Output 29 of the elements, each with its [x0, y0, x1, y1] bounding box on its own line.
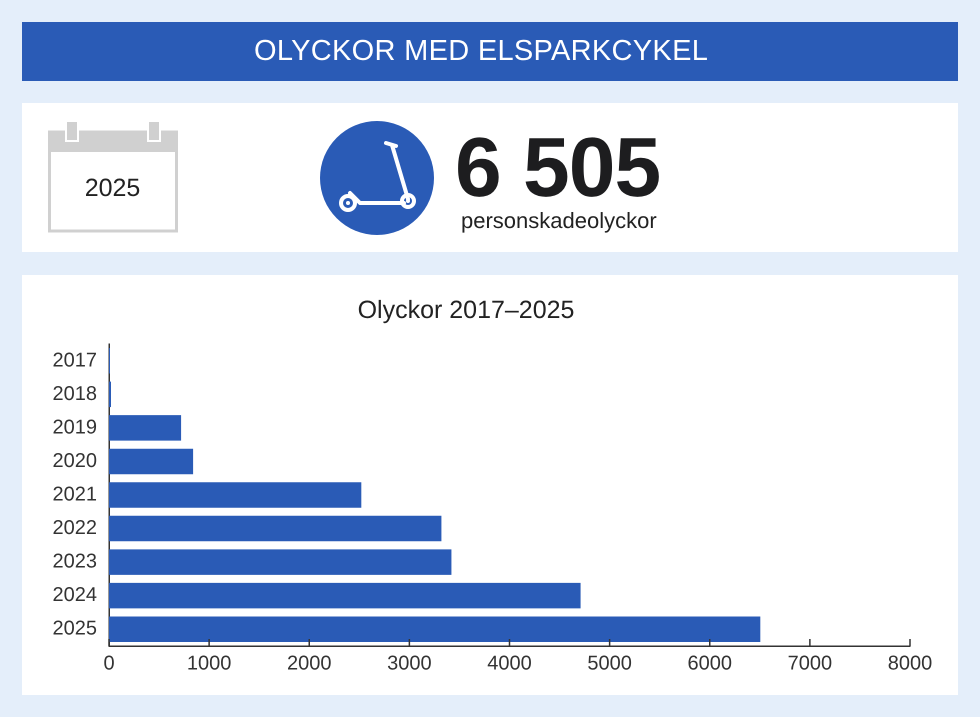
- text: personskadeolyckor: [461, 207, 657, 235]
- bar: [109, 482, 362, 508]
- y-tick-label: 2024: [52, 584, 97, 606]
- x-tick-label: 7000: [788, 652, 832, 675]
- x-tick-label: 3000: [387, 652, 432, 675]
- bar: [109, 549, 452, 575]
- x-tick-label: 0: [103, 652, 115, 675]
- x-tick-label: 8000: [888, 652, 932, 675]
- y-tick-label: 2023: [52, 550, 97, 573]
- chart-title: OLYCKOR MED ELSPARKCYKEL: [254, 34, 708, 69]
- bar: [109, 516, 442, 542]
- y-tick-label: 2021: [52, 484, 97, 506]
- y-tick-label: 2022: [52, 517, 97, 540]
- chart-subtitle: Olyckor 2017–2025: [358, 296, 574, 324]
- x-tick-label: 6000: [688, 652, 732, 675]
- bar: [109, 616, 760, 642]
- x-tick-label: 2000: [287, 652, 332, 675]
- text: 2025: [84, 173, 142, 204]
- x-tick-label: 4000: [487, 652, 532, 675]
- x-tick-label: 1000: [186, 652, 232, 675]
- y-tick-label: 2019: [52, 416, 97, 438]
- bar: [109, 582, 581, 608]
- y-tick-label: 2018: [52, 382, 97, 405]
- y-tick-label: 2020: [52, 450, 97, 472]
- bar: [109, 415, 182, 441]
- x-tick-label: 5000: [587, 652, 632, 675]
- y-tick-label: 2025: [52, 618, 97, 640]
- bar: [109, 448, 194, 474]
- y-tick-label: 2017: [52, 349, 97, 372]
